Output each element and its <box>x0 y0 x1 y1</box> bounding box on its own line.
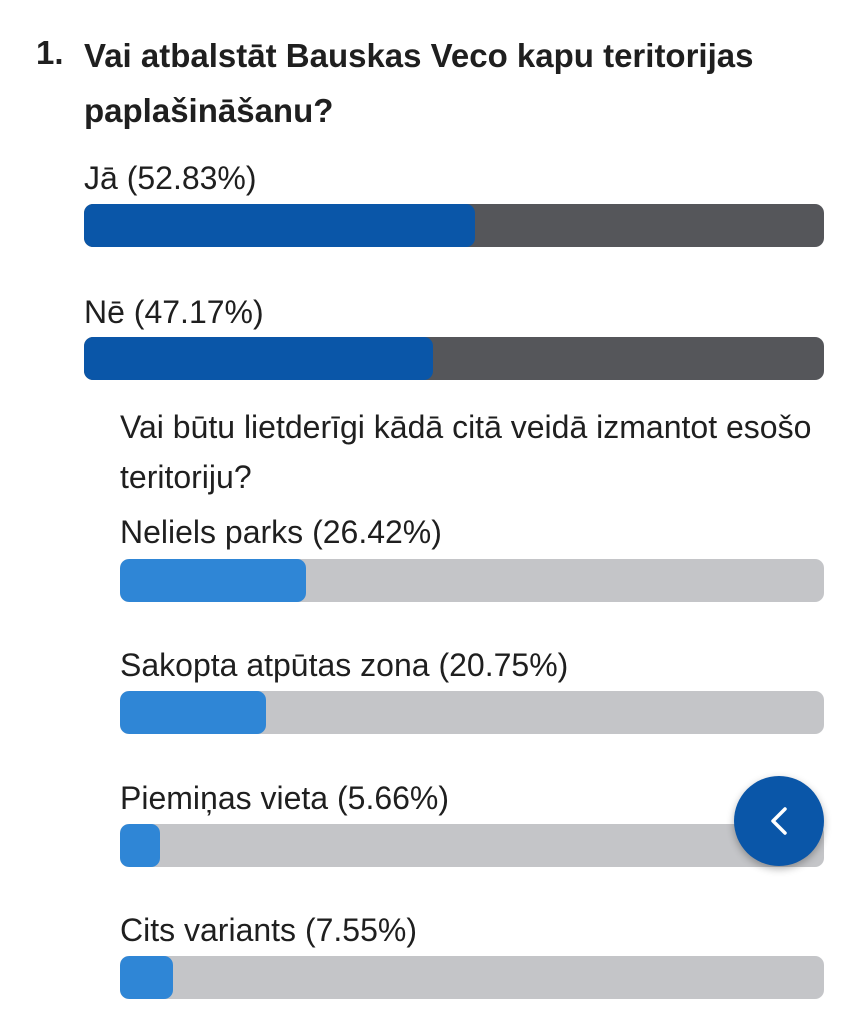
sub-option-bar-fill-other <box>120 956 174 999</box>
sub-question-title: Vai būtu lietderīgi kādā citā veidā izma… <box>120 409 812 495</box>
option-bar-no <box>84 337 824 380</box>
chevron-left-icon <box>764 801 794 841</box>
sub-option-label-memorial: Piemiņas vieta (5.66%) <box>120 780 450 816</box>
sub-option-bar-other <box>120 956 824 999</box>
sub-option-label-other: Cits variants (7.55%) <box>120 912 417 948</box>
option-bar-yes <box>84 204 824 247</box>
sub-option-bar-fill-recreation <box>120 691 267 734</box>
sub-option-label-park: Neliels parks (26.42%) <box>120 514 442 550</box>
question-number: 1. <box>36 34 64 71</box>
sub-option-bar-fill-memorial <box>120 824 160 867</box>
option-label-no: Nē (47.17%) <box>84 294 264 330</box>
question-title: Vai atbalstāt Bauskas Veco kapu teritori… <box>84 37 754 129</box>
sub-option-bar-fill-park <box>120 559 306 602</box>
option-bar-fill-yes <box>84 204 475 247</box>
sub-option-bar-recreation <box>120 691 824 734</box>
sub-option-bar-memorial <box>120 824 824 867</box>
option-bar-fill-no <box>84 337 434 380</box>
sub-option-label-recreation: Sakopta atpūtas zona (20.75%) <box>120 647 569 683</box>
option-label-yes: Jā (52.83%) <box>84 160 257 196</box>
back-button[interactable] <box>734 776 824 866</box>
sub-option-bar-park <box>120 559 824 602</box>
